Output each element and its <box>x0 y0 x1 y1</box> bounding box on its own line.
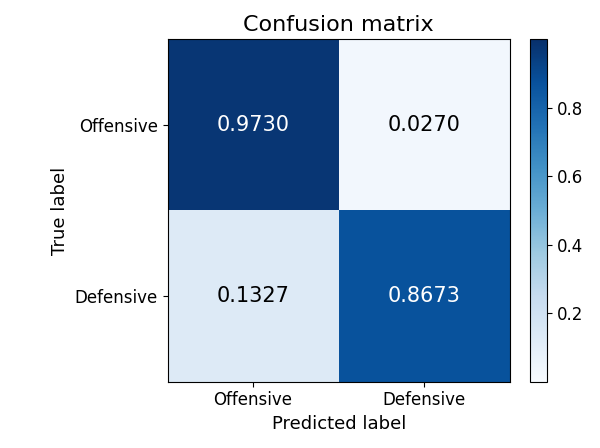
Text: 0.8673: 0.8673 <box>388 286 461 306</box>
Y-axis label: True label: True label <box>51 166 69 254</box>
X-axis label: Predicted label: Predicted label <box>272 415 406 433</box>
Text: 0.0270: 0.0270 <box>388 115 461 135</box>
Text: 0.9730: 0.9730 <box>217 115 290 135</box>
Text: 0.1327: 0.1327 <box>217 286 290 306</box>
Title: Confusion matrix: Confusion matrix <box>244 15 434 35</box>
